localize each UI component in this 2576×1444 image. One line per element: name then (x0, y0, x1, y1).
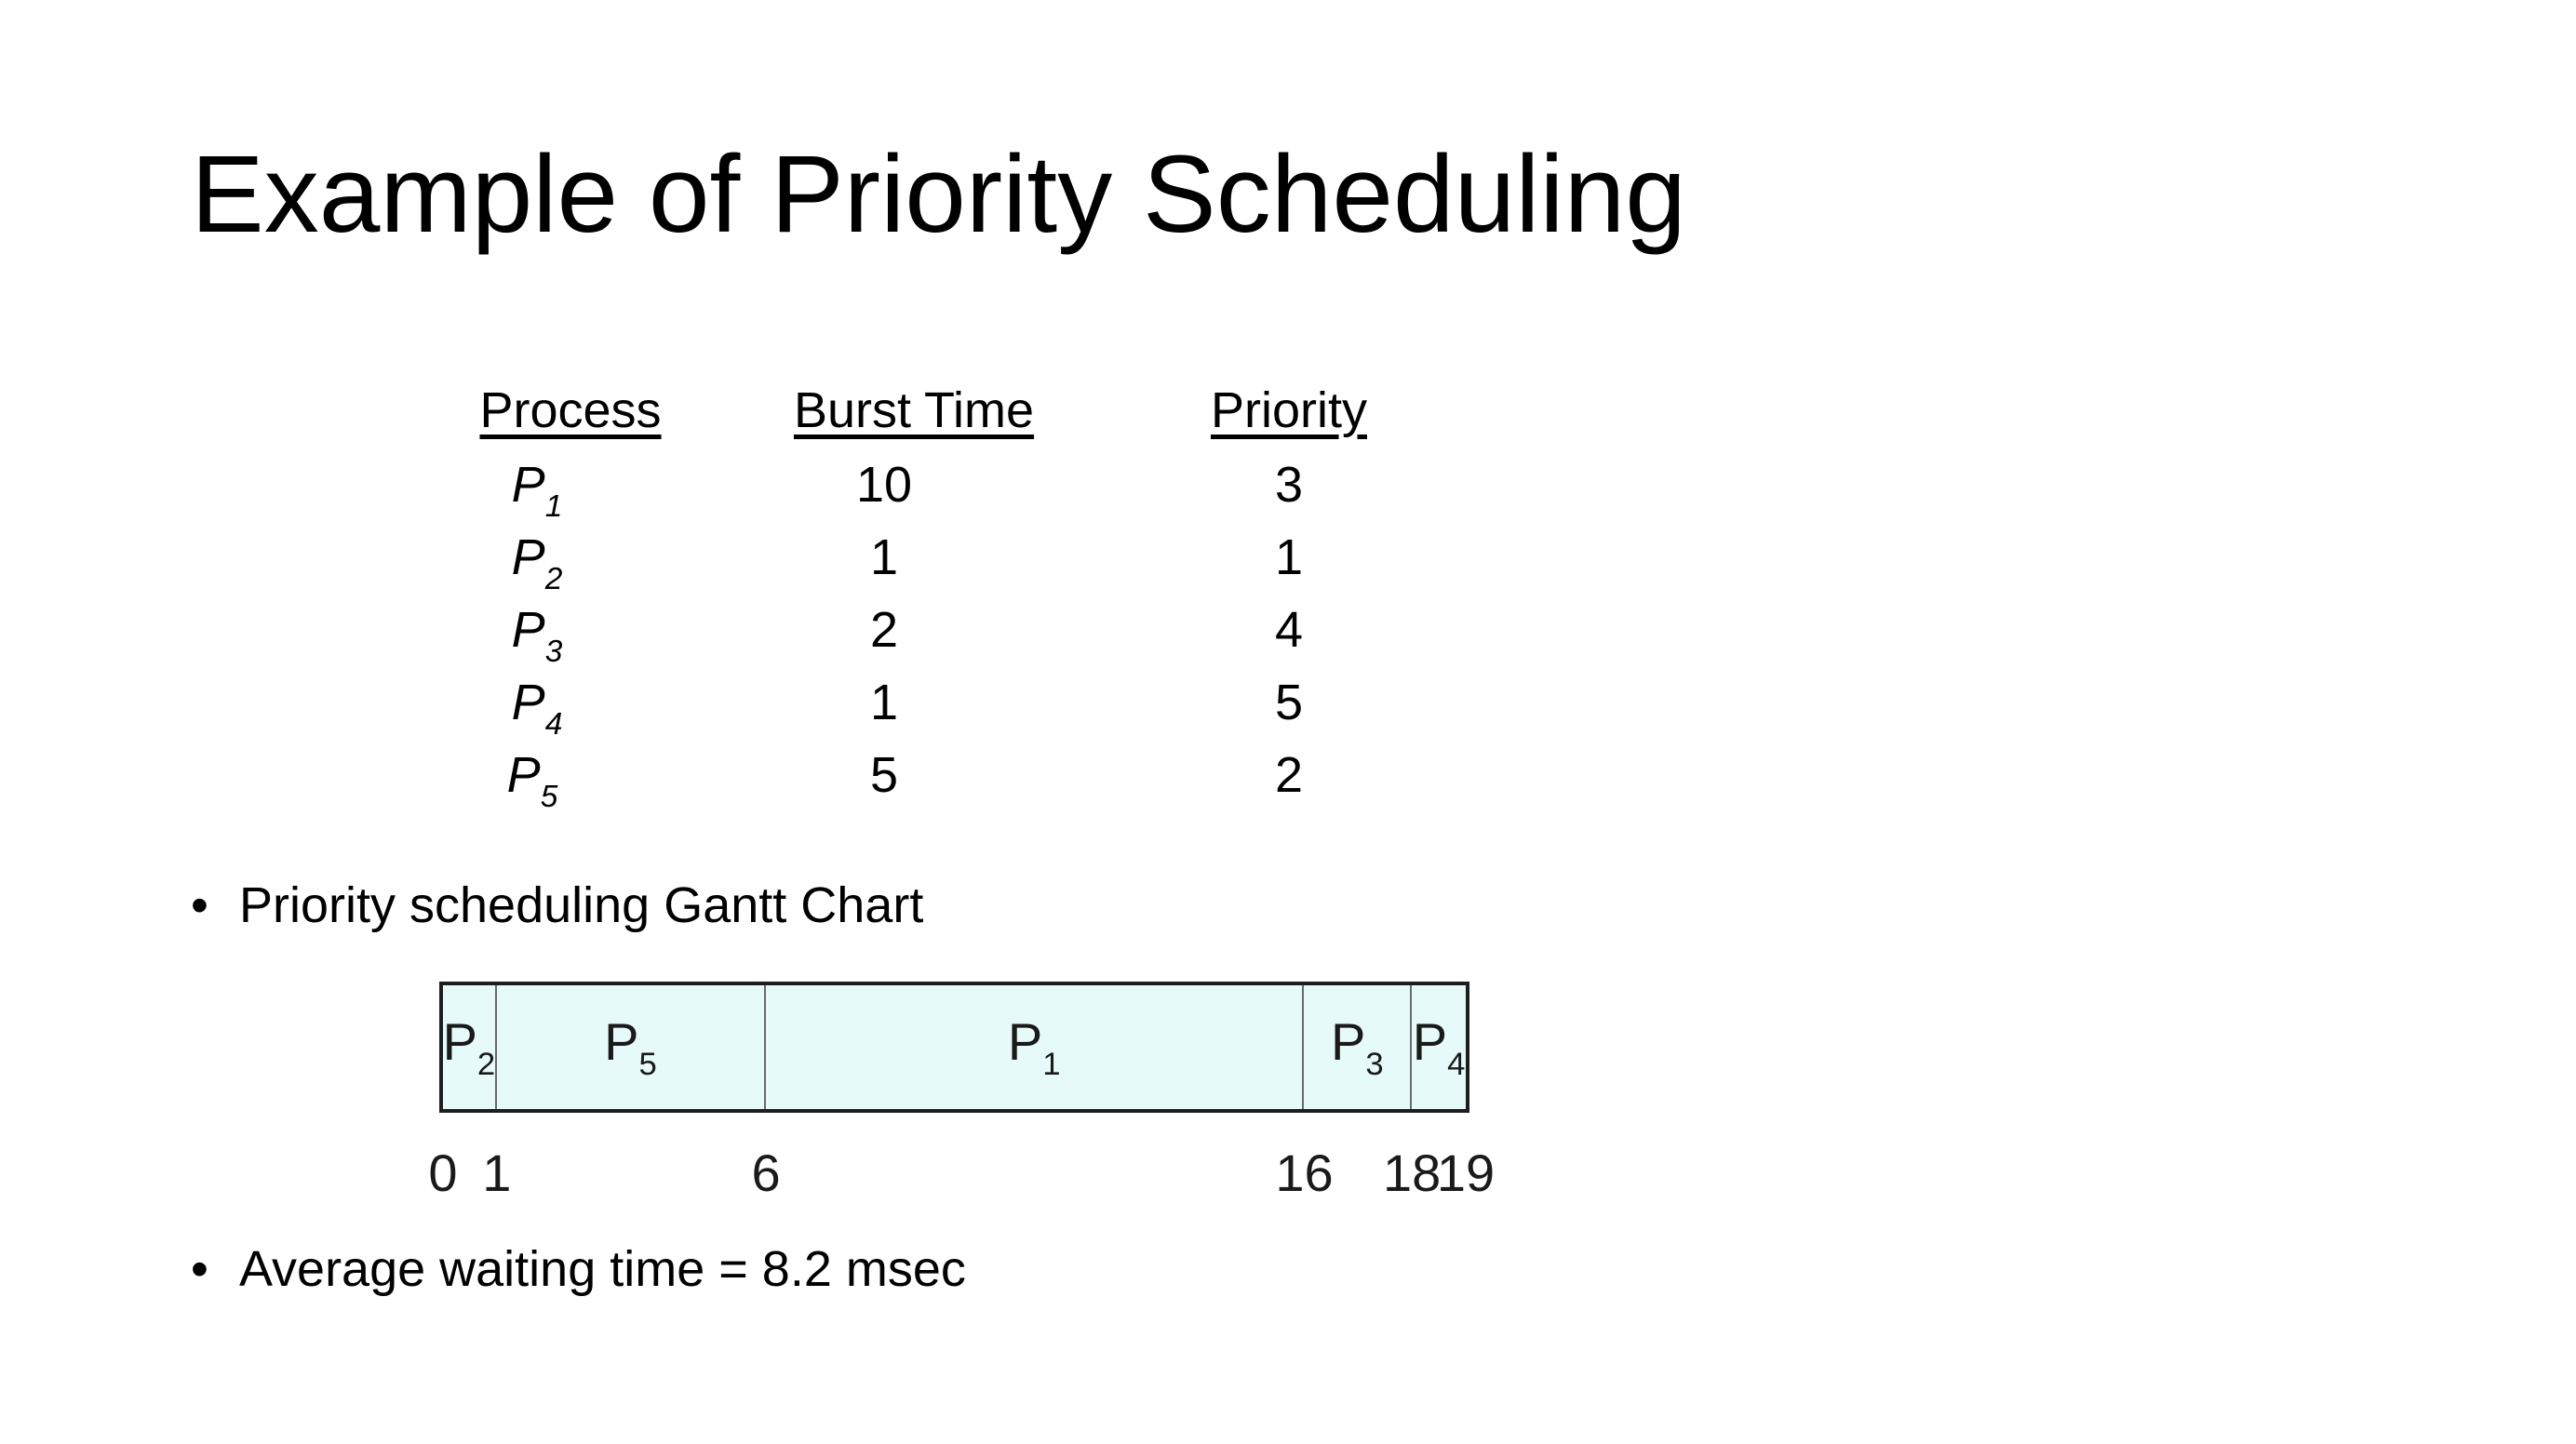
table-row-priority: 3 (1274, 457, 1304, 513)
gantt-segment-p2: P2 (443, 985, 497, 1109)
gantt-segment-label: P2 (442, 1012, 496, 1083)
gantt-tick-label: 18 (1383, 1143, 1442, 1202)
table-row-burst: 2 (869, 602, 899, 658)
table-row-process: P4 (511, 675, 563, 742)
gantt-segment-label: P4 (1412, 1012, 1466, 1083)
gantt-segment-p5: P5 (497, 985, 767, 1109)
table-row-burst: 5 (869, 747, 899, 803)
gantt-tick-label: 1 (482, 1143, 512, 1202)
gantt-tick-label: 16 (1275, 1143, 1334, 1202)
process-table: Process Burst Time Priority P1 10 3 P2 1… (479, 382, 1368, 814)
gantt-segment-p3: P3 (1304, 985, 1413, 1109)
header-burst-time: Burst Time (793, 382, 1035, 438)
table-row-burst: 10 (855, 457, 913, 513)
table-row-priority: 4 (1274, 602, 1304, 658)
table-row-burst: 1 (869, 675, 899, 730)
gantt-tick-label: 19 (1436, 1143, 1496, 1202)
table-row-burst: 1 (869, 529, 899, 585)
gantt-segment-label: P1 (1007, 1012, 1061, 1083)
gantt-segment-label: P3 (1330, 1012, 1384, 1083)
gantt-chart: P2 P5 P1 P3 P4 (439, 982, 1469, 1113)
bullet-gantt-chart: • Priority scheduling Gantt Chart (191, 876, 923, 934)
gantt-tick-label: 6 (751, 1143, 781, 1202)
header-priority: Priority (1210, 382, 1368, 438)
table-row-priority: 5 (1274, 675, 1304, 730)
slide-title: Example of Priority Scheduling (191, 133, 1686, 256)
table-row-process: P5 (506, 747, 558, 814)
gantt-segment-p4: P4 (1412, 985, 1466, 1109)
header-process: Process (479, 382, 662, 438)
table-row-priority: 2 (1274, 747, 1304, 803)
table-row-process: P2 (511, 529, 563, 596)
gantt-segment-label: P5 (604, 1012, 657, 1083)
table-row-priority: 1 (1274, 529, 1304, 585)
bullet-average-waiting-time: • Average waiting time = 8.2 msec (191, 1240, 966, 1298)
bullet-icon: • (191, 1241, 208, 1297)
bullet-icon: • (191, 877, 208, 933)
gantt-tick-label: 0 (428, 1143, 458, 1202)
bullet-gantt-chart-text: Priority scheduling Gantt Chart (239, 877, 924, 933)
average-waiting-time-text: Average waiting time = 8.2 msec (239, 1241, 966, 1297)
table-row-process: P3 (511, 602, 563, 669)
gantt-segment-p1: P1 (766, 985, 1305, 1109)
table-row-process: P1 (511, 457, 563, 524)
